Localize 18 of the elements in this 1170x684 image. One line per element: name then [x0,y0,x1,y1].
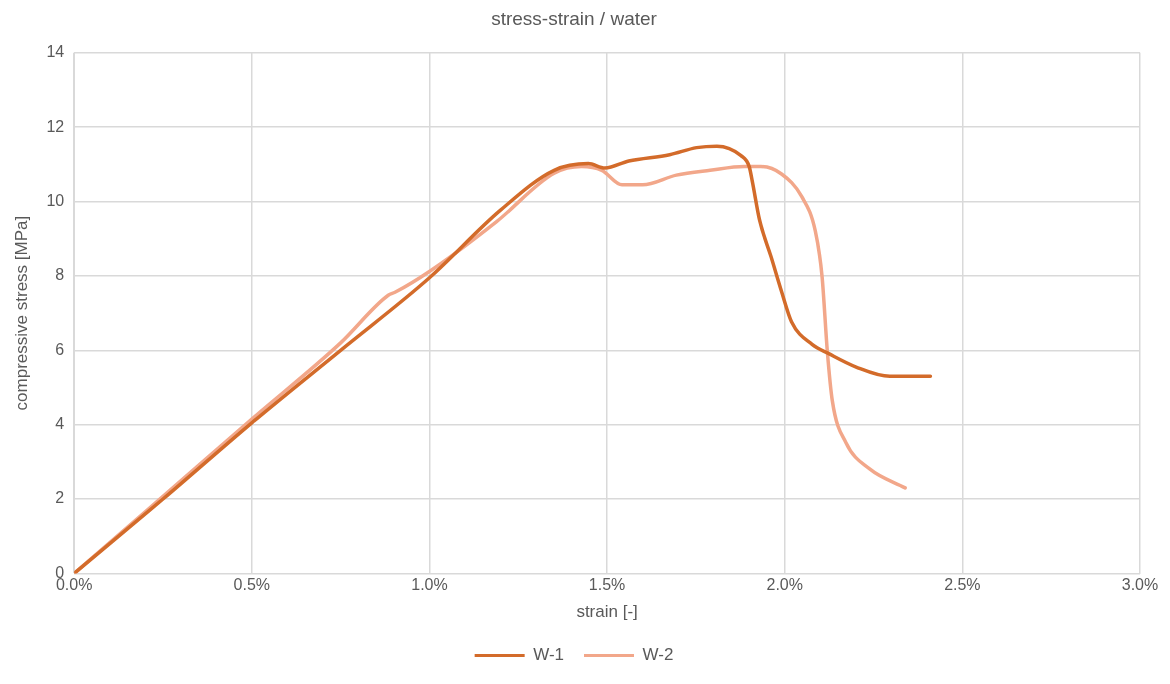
y-tick-label: 4 [55,415,65,433]
chart-title: stress-strain / water [491,7,658,29]
x-tick-label: 2.0% [766,576,803,594]
x-axis-title: strain [-] [576,602,638,622]
y-tick-label: 10 [46,191,65,209]
x-tick-label: 1.5% [588,576,626,594]
x-tick-label: 1.0% [411,576,448,594]
y-tick-label: 14 [46,43,65,61]
legend-label: W-2 [642,645,674,665]
y-axis-title: compressive stress [MPa] [11,215,31,411]
y-tick-label: 12 [46,117,65,135]
x-tick-label: 3.0% [1121,576,1159,594]
y-tick-label: 2 [55,489,65,507]
y-tick-label: 8 [55,266,65,284]
x-tick-label: 0.5% [233,576,271,594]
legend-label: W-1 [533,645,565,665]
x-tick-label: 2.5% [944,576,981,594]
y-tick-label: 6 [55,340,65,358]
